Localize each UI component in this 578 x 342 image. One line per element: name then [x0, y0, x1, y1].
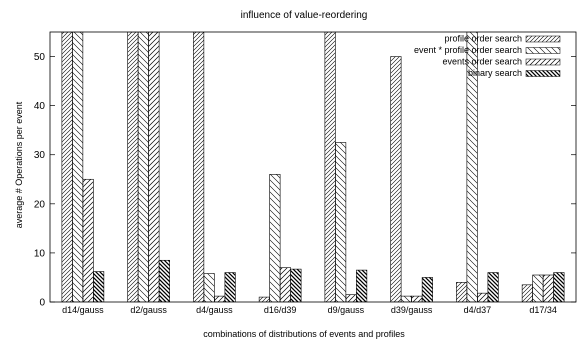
x-tick-label: d9/gauss	[328, 305, 365, 315]
bar	[214, 295, 226, 302]
plot-frame	[49, 31, 577, 303]
bar	[93, 271, 105, 302]
bar	[553, 272, 565, 302]
legend-label: events order search	[442, 57, 522, 67]
bar	[324, 32, 336, 302]
bar	[137, 32, 149, 302]
y-tick-label: 30	[34, 150, 46, 161]
bar	[290, 268, 302, 302]
x-axis-label: combinations of distributions of events …	[203, 329, 405, 339]
bar	[148, 32, 160, 302]
x-tick-label: d4/d37	[464, 305, 492, 315]
y-axis-label: average # Operations per event	[14, 101, 24, 228]
y-tick-label: 0	[39, 298, 45, 309]
axes-layer: 0 10 20 30 40 50 d14/gauss d2/gauss d4/gauss d16/…	[34, 31, 577, 315]
bar	[72, 32, 84, 302]
x-tick-label: d17/34	[529, 305, 557, 315]
bar	[61, 32, 73, 302]
x-tick-label: d4/gauss	[196, 305, 233, 315]
x-tick-label: d39/gauss	[391, 305, 433, 315]
legend-swatch	[525, 47, 561, 54]
bar	[269, 174, 281, 302]
bar	[127, 32, 139, 302]
bar	[521, 284, 533, 302]
bar	[532, 274, 544, 302]
legend-swatch	[525, 58, 561, 66]
bar	[345, 294, 357, 302]
bar	[411, 295, 423, 302]
y-tick-label: 20	[34, 199, 46, 210]
bar	[193, 32, 205, 302]
x-tick-label: d16/d39	[264, 305, 297, 315]
bar	[400, 295, 412, 302]
chart-title: influence of value-reordering	[241, 10, 368, 21]
bars-layer	[61, 32, 565, 302]
y-tick-label: 10	[34, 248, 46, 259]
legend-swatch	[525, 35, 561, 43]
bar	[279, 267, 291, 302]
y-tick-label: 40	[34, 101, 46, 112]
bar	[390, 56, 402, 302]
y-tick-label: 50	[34, 52, 46, 63]
bar	[158, 259, 170, 302]
bar	[335, 142, 347, 302]
legend-swatch	[525, 70, 561, 77]
bar	[82, 178, 94, 302]
bar	[421, 277, 433, 302]
x-tick-label: d2/gauss	[130, 305, 167, 315]
bar	[456, 282, 468, 302]
x-tick-label: d14/gauss	[62, 305, 104, 315]
bar	[203, 273, 215, 302]
bar	[356, 269, 368, 302]
bar	[487, 272, 499, 302]
bar	[477, 292, 489, 302]
legend-label: binary search	[468, 68, 522, 78]
legend-label: profile order search	[444, 34, 522, 44]
bar	[224, 272, 236, 302]
bar	[542, 274, 554, 302]
bar	[466, 32, 478, 302]
legend-label: event * profile order search	[414, 45, 522, 55]
bar	[258, 296, 270, 302]
